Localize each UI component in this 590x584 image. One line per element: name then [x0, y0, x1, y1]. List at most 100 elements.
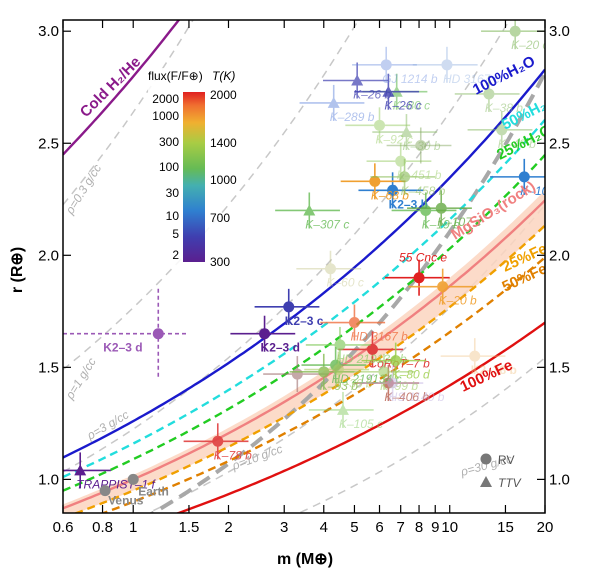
planet-label: K2–3 d [261, 341, 300, 355]
ttv-marker [480, 476, 492, 487]
planet-point: K–458 b [370, 158, 446, 198]
planet-point: K–107 c [407, 190, 481, 229]
colorbar-temp-label: 700 [210, 211, 230, 225]
density-label: ρ=1 g/cc [62, 355, 99, 402]
colorbar-flux-title: flux(F/F⊕) [148, 69, 203, 83]
planet-label: HD 3167 c [443, 72, 500, 86]
planet-marker [334, 339, 346, 351]
planet-point: 55 Cnc e [384, 251, 450, 296]
colorbar-temp-title: T(K) [212, 69, 235, 83]
planet-marker [283, 301, 295, 313]
planet-marker [483, 88, 495, 100]
planet-point: K2–38 b [440, 338, 517, 377]
planet-point: HD 3167 b [320, 304, 408, 344]
x-axis-title: m (M⊕) [277, 551, 333, 568]
planet-point: K–92 c [345, 107, 413, 146]
colorbar-flux-label: 1000 [152, 109, 179, 123]
planet-marker [291, 368, 303, 380]
y-tick-label-right: 2.5 [549, 135, 570, 152]
colorbar-flux-label: 100 [159, 160, 179, 174]
density-label: ρ=0.3 g/cc [62, 162, 104, 218]
planet-label: K–38 b [485, 101, 523, 115]
planet-label: K–458 b [401, 184, 446, 198]
planet-marker [387, 377, 399, 389]
planet-label: K–406 b [384, 390, 429, 404]
planet-point: K–36 b [304, 351, 373, 391]
planet-marker [435, 202, 447, 214]
planet-point: K–20 b [408, 268, 477, 308]
planet-label: Earth [138, 484, 169, 498]
planet-label: K–26 b [353, 88, 391, 102]
rv-label: RV [498, 453, 514, 467]
composition-curve [63, 68, 545, 459]
planet-marker [348, 317, 360, 329]
planet-marker [387, 184, 399, 196]
planet-label: K–80 c [393, 99, 430, 113]
planet-marker [127, 473, 139, 485]
planet-marker [374, 119, 386, 131]
planet-marker [509, 25, 521, 37]
composition-curve [63, 20, 181, 156]
planet-marker [212, 435, 224, 447]
planet-label: K–105 c [339, 417, 383, 431]
planet-marker [400, 126, 413, 138]
planet-point: K–60 c [296, 250, 364, 290]
composition-curve [175, 321, 545, 513]
planet-label: K–10 c [520, 184, 557, 198]
planet-label: K–307 c [305, 217, 349, 231]
plot-border [62, 19, 546, 514]
x-tick-label: 1.5 [179, 519, 200, 536]
planet-marker [415, 139, 427, 151]
planet-label: K–68 b [371, 188, 409, 202]
planet-marker [395, 155, 407, 167]
planet-label: K–20 b [439, 294, 477, 308]
x-tick-label: 0.6 [53, 519, 74, 536]
x-tick-label: 3 [280, 519, 288, 536]
y-tick-label: 1.5 [38, 359, 59, 376]
colorbar-temp-label: 1400 [210, 136, 237, 150]
marker-legend: RV TTV [480, 453, 522, 490]
x-tick-label: 9 [431, 519, 439, 536]
y-axis-title: r (R⊕) [9, 247, 26, 293]
composition-curve [100, 256, 545, 513]
planet-marker [420, 204, 432, 216]
y-tick-label-right: 3.0 [549, 23, 570, 40]
composition-curve [73, 224, 545, 513]
planet-label: HD 219134 b [336, 352, 407, 366]
colorbar-flux-label: 5 [172, 227, 179, 241]
colorbar-flux-label: 10 [166, 209, 180, 223]
planet-marker [259, 328, 271, 340]
planet-marker [332, 364, 344, 376]
colorbar-flux-label: 2 [172, 248, 179, 262]
planet-marker [496, 124, 508, 136]
planet-marker [318, 366, 330, 378]
colorbar-temp-label: 2000 [210, 88, 237, 102]
planet-label: K–107 c [437, 215, 481, 229]
planet-label: K–60 c [326, 276, 363, 290]
colorbar-gradient [183, 92, 205, 262]
planet-marker [74, 464, 87, 476]
planet-label: K–289 b [330, 110, 375, 124]
planet-point: K2–3 d [63, 288, 189, 379]
planet-point: K–105 c [308, 391, 383, 431]
planet-marker [303, 204, 316, 216]
planet-label: K–26 c [384, 99, 421, 113]
planet-point: HD 219134 b [305, 326, 407, 366]
planet-point [386, 127, 452, 164]
planet-point: K–38 b [454, 75, 523, 115]
y-tick-label: 3.0 [38, 23, 59, 40]
planet-marker [413, 272, 425, 284]
ttv-label: TTV [498, 476, 522, 490]
planet-label: K2–38 b [471, 363, 517, 377]
planet-marker [152, 328, 164, 340]
x-tick-label: 2 [224, 519, 232, 536]
planet-marker [518, 171, 530, 183]
planet-point: K–26 c [354, 73, 422, 113]
planet-label: HS 1140 b [389, 390, 445, 404]
planet-point: GJ 1214 b [352, 46, 438, 86]
x-tick-label: 8 [415, 519, 423, 536]
planet-label: HD 3167 b [350, 330, 408, 344]
y-tick-label-right: 1.0 [549, 471, 570, 488]
planet-marker [369, 175, 381, 187]
